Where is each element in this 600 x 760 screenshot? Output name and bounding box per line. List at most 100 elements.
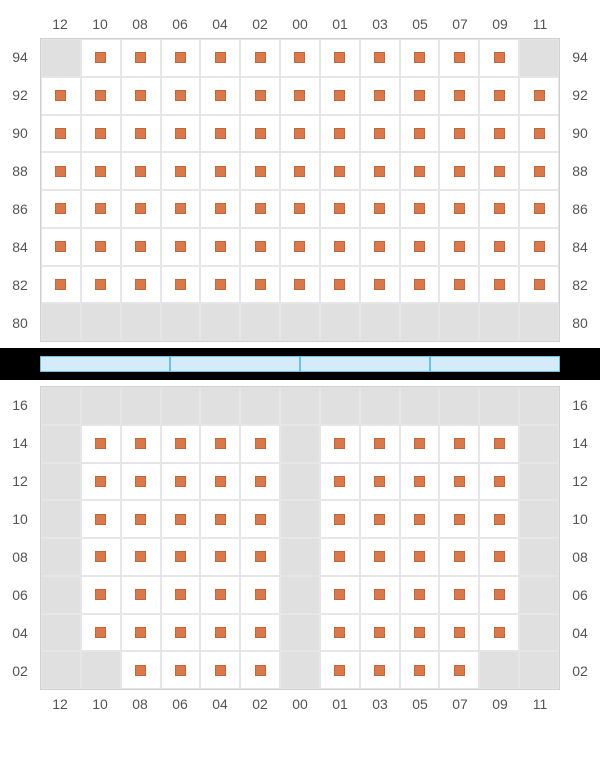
seat-cell[interactable] [121,614,161,652]
seat-cell[interactable] [360,576,400,614]
seat-cell[interactable] [121,463,161,501]
seat-cell[interactable] [280,77,320,115]
seat-cell[interactable] [200,190,240,228]
seat-cell[interactable] [320,576,360,614]
seat-cell[interactable] [320,463,360,501]
seat-cell[interactable] [161,463,201,501]
seat-cell[interactable] [161,152,201,190]
seat-cell[interactable] [81,190,121,228]
seat-cell[interactable] [479,115,519,153]
seat-cell[interactable] [240,576,280,614]
seat-cell[interactable] [439,39,479,77]
seat-cell[interactable] [439,266,479,304]
seat-cell[interactable] [121,152,161,190]
seat-cell[interactable] [439,228,479,266]
seat-cell[interactable] [81,538,121,576]
seat-cell[interactable] [161,500,201,538]
seat-cell[interactable] [519,228,559,266]
seat-cell[interactable] [360,190,400,228]
seat-cell[interactable] [439,614,479,652]
seat-cell[interactable] [41,115,81,153]
seat-cell[interactable] [200,266,240,304]
seat-cell[interactable] [360,266,400,304]
seat-cell[interactable] [519,77,559,115]
seat-cell[interactable] [479,77,519,115]
seat-cell[interactable] [240,500,280,538]
seat-cell[interactable] [439,152,479,190]
seat-cell[interactable] [360,77,400,115]
seat-cell[interactable] [121,651,161,689]
seat-cell[interactable] [400,39,440,77]
seat-cell[interactable] [400,190,440,228]
seat-cell[interactable] [240,190,280,228]
seat-cell[interactable] [320,425,360,463]
seat-cell[interactable] [400,115,440,153]
seat-cell[interactable] [121,190,161,228]
seat-cell[interactable] [439,500,479,538]
seat-cell[interactable] [200,39,240,77]
seat-cell[interactable] [240,538,280,576]
seat-cell[interactable] [439,651,479,689]
seat-cell[interactable] [121,77,161,115]
seat-cell[interactable] [400,614,440,652]
seat-cell[interactable] [161,425,201,463]
seat-cell[interactable] [400,425,440,463]
seat-cell[interactable] [200,115,240,153]
seat-cell[interactable] [121,228,161,266]
seat-cell[interactable] [81,152,121,190]
seat-cell[interactable] [360,651,400,689]
seat-cell[interactable] [280,115,320,153]
seat-cell[interactable] [360,39,400,77]
seat-cell[interactable] [161,115,201,153]
seat-cell[interactable] [479,500,519,538]
seat-cell[interactable] [320,228,360,266]
seat-cell[interactable] [439,576,479,614]
seat-cell[interactable] [400,651,440,689]
seat-cell[interactable] [320,190,360,228]
seat-cell[interactable] [240,651,280,689]
seat-cell[interactable] [320,39,360,77]
seat-cell[interactable] [200,228,240,266]
seat-cell[interactable] [161,538,201,576]
seat-cell[interactable] [161,576,201,614]
seat-cell[interactable] [240,425,280,463]
seat-cell[interactable] [479,463,519,501]
seat-cell[interactable] [41,190,81,228]
seat-cell[interactable] [400,152,440,190]
seat-cell[interactable] [479,39,519,77]
seat-cell[interactable] [360,115,400,153]
seat-cell[interactable] [519,190,559,228]
seat-cell[interactable] [161,228,201,266]
seat-cell[interactable] [439,190,479,228]
seat-cell[interactable] [81,614,121,652]
seat-cell[interactable] [161,77,201,115]
seat-cell[interactable] [400,500,440,538]
seat-cell[interactable] [200,651,240,689]
seat-cell[interactable] [439,538,479,576]
seat-cell[interactable] [479,152,519,190]
seat-cell[interactable] [519,115,559,153]
seat-cell[interactable] [240,228,280,266]
seat-cell[interactable] [280,228,320,266]
seat-cell[interactable] [439,77,479,115]
seat-cell[interactable] [161,39,201,77]
seat-cell[interactable] [240,463,280,501]
seat-cell[interactable] [360,614,400,652]
seat-cell[interactable] [320,538,360,576]
seat-cell[interactable] [240,152,280,190]
seat-cell[interactable] [81,266,121,304]
seat-cell[interactable] [400,228,440,266]
seat-cell[interactable] [121,538,161,576]
seat-cell[interactable] [200,538,240,576]
seat-cell[interactable] [400,576,440,614]
seat-cell[interactable] [240,115,280,153]
seat-cell[interactable] [280,190,320,228]
seat-cell[interactable] [479,576,519,614]
seat-cell[interactable] [41,228,81,266]
seat-cell[interactable] [81,500,121,538]
seat-cell[interactable] [41,77,81,115]
seat-cell[interactable] [81,228,121,266]
seat-cell[interactable] [280,39,320,77]
seat-cell[interactable] [121,425,161,463]
seat-cell[interactable] [479,228,519,266]
